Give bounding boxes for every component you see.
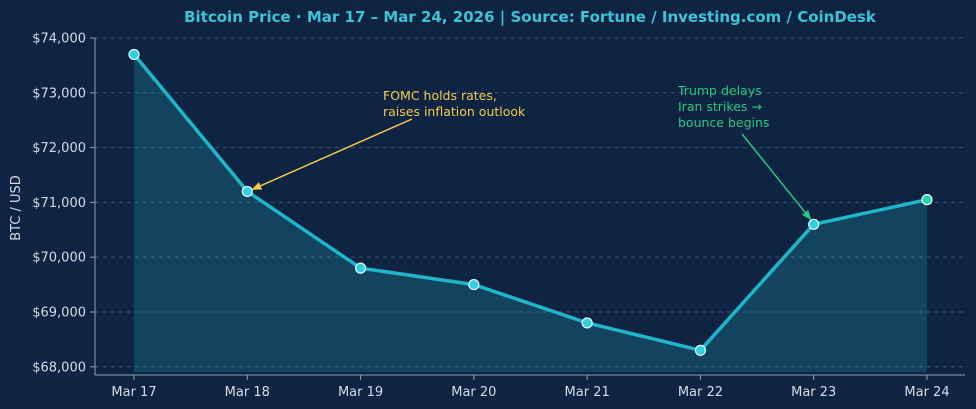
grid-lines	[95, 37, 965, 368]
annotation-arrow	[251, 118, 413, 191]
annotations: FOMC holds rates, raises inflation outloo…	[251, 83, 812, 221]
chart-title: Bitcoin Price · Mar 17 – Mar 24, 2026 | …	[184, 8, 877, 27]
x-tick-labels: Mar 17 Mar 18 Mar 19 Mar 20 Mar 21 Mar 22 Mar …	[111, 385, 949, 400]
y-tick-label: $70,000	[32, 251, 86, 266]
x-tick-label: Mar 17	[111, 385, 156, 400]
y-tick-label: $72,000	[32, 141, 86, 156]
x-tick-label: Mar 19	[338, 385, 383, 400]
data-point	[128, 48, 140, 61]
area-fill	[134, 54, 927, 373]
data-point	[808, 218, 820, 230]
y-axis-label: BTC / USD	[9, 175, 24, 241]
annotation-line: FOMC holds rates,	[383, 88, 497, 103]
annotation-line: Iran strikes →	[678, 99, 762, 114]
annotation-line: Trump delays	[677, 83, 762, 98]
y-tick-label: $69,000	[32, 305, 86, 320]
x-tick-label: Mar 23	[791, 385, 836, 400]
y-tick-label: $68,000	[32, 360, 86, 375]
series-line	[132, 52, 929, 353]
x-tick-label: Mar 24	[904, 385, 949, 400]
data-point	[241, 185, 253, 198]
data-point	[694, 344, 707, 356]
x-tick-label: Mar 20	[451, 385, 496, 400]
annotation-line: bounce begins	[678, 115, 769, 130]
data-point	[581, 317, 593, 329]
annotation-text: FOMC holds rates, raises inflation outloo…	[383, 88, 526, 119]
y-tick-label: $73,000	[32, 86, 86, 101]
x-tick-label: Mar 18	[225, 385, 270, 400]
data-point	[468, 278, 480, 291]
x-tick-label: Mar 22	[678, 385, 723, 400]
y-tick-labels: $68,000 $69,000 $70,000 $71,000 $72,000 $73,0…	[32, 32, 86, 376]
y-tick-label: $71,000	[32, 196, 86, 211]
y-tick-label: $74,000	[32, 32, 86, 47]
data-point	[354, 262, 367, 274]
annotation-text: Trump delays Iran strikes → bounce begins	[677, 83, 769, 130]
data-points	[128, 48, 933, 356]
annotation-arrow	[741, 133, 812, 221]
data-point	[921, 194, 933, 206]
x-tick-label: Mar 21	[565, 385, 610, 400]
annotation-line: raises inflation outlook	[383, 104, 526, 119]
axes	[90, 37, 965, 380]
